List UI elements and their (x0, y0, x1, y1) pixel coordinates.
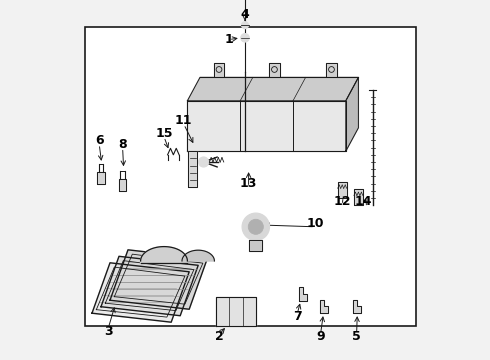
Circle shape (241, 33, 249, 42)
Text: 1: 1 (224, 33, 233, 46)
Circle shape (242, 213, 270, 240)
Polygon shape (249, 240, 262, 251)
Circle shape (248, 219, 263, 234)
Polygon shape (320, 300, 328, 313)
Polygon shape (269, 63, 280, 77)
Polygon shape (216, 297, 256, 326)
Polygon shape (119, 179, 126, 191)
Bar (85, 27, 416, 326)
Text: 12: 12 (334, 195, 351, 208)
Polygon shape (338, 182, 347, 198)
Text: 2: 2 (216, 330, 224, 343)
Polygon shape (110, 250, 207, 309)
Polygon shape (141, 247, 187, 263)
Text: 3: 3 (104, 325, 113, 338)
Text: 6: 6 (95, 134, 103, 147)
Polygon shape (298, 287, 307, 301)
Text: 8: 8 (118, 138, 127, 150)
Text: 13: 13 (240, 177, 257, 190)
Polygon shape (346, 77, 358, 151)
Circle shape (242, 22, 248, 29)
Polygon shape (187, 101, 346, 151)
Polygon shape (101, 256, 198, 316)
Text: 9: 9 (316, 330, 325, 343)
Text: 4: 4 (241, 8, 249, 21)
Polygon shape (182, 250, 215, 261)
Polygon shape (92, 263, 189, 322)
Text: 10: 10 (306, 217, 324, 230)
Text: 11: 11 (175, 114, 193, 127)
Text: 7: 7 (293, 310, 301, 323)
Polygon shape (98, 172, 104, 184)
Polygon shape (189, 151, 197, 187)
Text: 5: 5 (352, 330, 361, 343)
Polygon shape (187, 77, 358, 101)
Circle shape (198, 157, 209, 167)
Text: 14: 14 (355, 195, 372, 208)
Polygon shape (354, 189, 363, 205)
Polygon shape (353, 300, 361, 313)
Polygon shape (214, 63, 224, 77)
Text: 15: 15 (155, 127, 173, 140)
Polygon shape (326, 63, 337, 77)
